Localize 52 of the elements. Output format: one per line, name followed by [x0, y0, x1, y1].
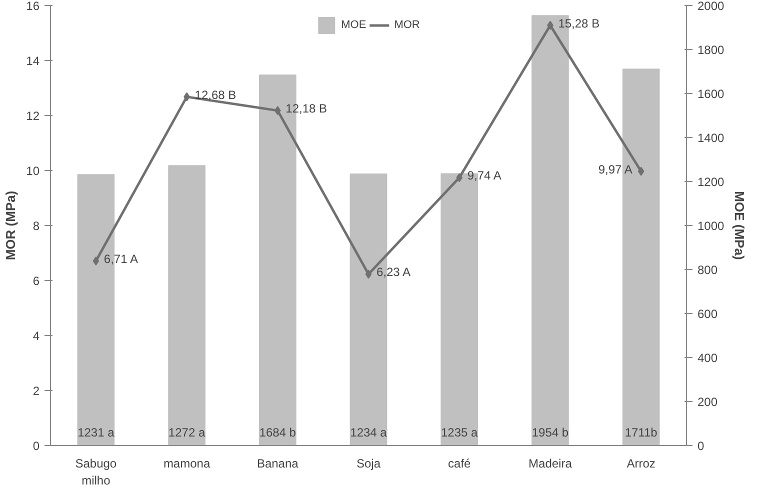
x-tick-label: Soja: [356, 456, 381, 470]
bar: [168, 165, 206, 446]
x-tick-label: mamona: [163, 456, 210, 470]
data-label: 1954 b: [532, 426, 569, 440]
y2-tick-label: 400: [698, 351, 718, 365]
y2-tick-label: 200: [698, 395, 718, 409]
legend-label: MOE: [341, 19, 366, 31]
data-label: 1235 a: [441, 426, 478, 440]
point: [274, 106, 281, 116]
data-label: 1231 a: [78, 426, 115, 440]
data-label: 9,97 A: [598, 162, 632, 176]
data-label: 1711b: [624, 426, 658, 440]
point: [92, 256, 100, 266]
y2-tick-label: 1600: [698, 87, 725, 101]
data-label: 1684 b: [259, 426, 296, 440]
y-tick-label: 6: [32, 274, 40, 288]
y2-tick-label: 0: [698, 439, 704, 453]
y-tick-label: 0: [32, 439, 40, 453]
data-label: 6,71 A: [104, 252, 138, 266]
y-tick-label: 10: [26, 164, 40, 178]
y-tick-label: 14: [26, 54, 40, 68]
data-label: 1272 a: [168, 426, 206, 440]
y2-tick-label: 1800: [698, 43, 725, 57]
x-tick-label: café: [448, 456, 472, 470]
bar: [622, 68, 660, 446]
data-label: 1234 a: [350, 426, 388, 440]
y-tick-label: 4: [32, 329, 40, 343]
data-label: 12,68 B: [194, 88, 236, 102]
point: [365, 270, 372, 279]
y2-tick-label: 1400: [698, 131, 725, 145]
data-label: 6,23 A: [376, 265, 411, 280]
y-axis-title: MOR (MPa): [3, 190, 18, 260]
y-tick-label: 2: [32, 384, 40, 398]
data-label: 12,18 B: [286, 102, 328, 116]
y-tick-label: 8: [32, 219, 40, 233]
y2-tick-label: 1000: [698, 219, 725, 233]
y2-tick-label: 800: [698, 263, 718, 277]
x-tick-label: Sabugo milho: [75, 456, 117, 488]
y-tick-label: 12: [26, 109, 40, 123]
legend-label: MOR: [394, 19, 420, 31]
y2-axis-title: MOE (MPa): [732, 191, 748, 260]
x-tick-label: Arroz: [626, 456, 656, 470]
y2-tick-label: 600: [698, 307, 718, 321]
x-tick-label: Madeira: [528, 456, 572, 470]
y2-tick-label: 2000: [698, 0, 725, 13]
data-label: 15,28 B: [558, 16, 600, 30]
y2-tick-label: 1200: [698, 175, 725, 189]
x-tick-label: Banana: [256, 456, 299, 470]
y-tick-label: 16: [26, 0, 40, 13]
data-label: 9,74 A: [467, 168, 502, 183]
point: [456, 173, 463, 182]
point: [638, 166, 644, 176]
